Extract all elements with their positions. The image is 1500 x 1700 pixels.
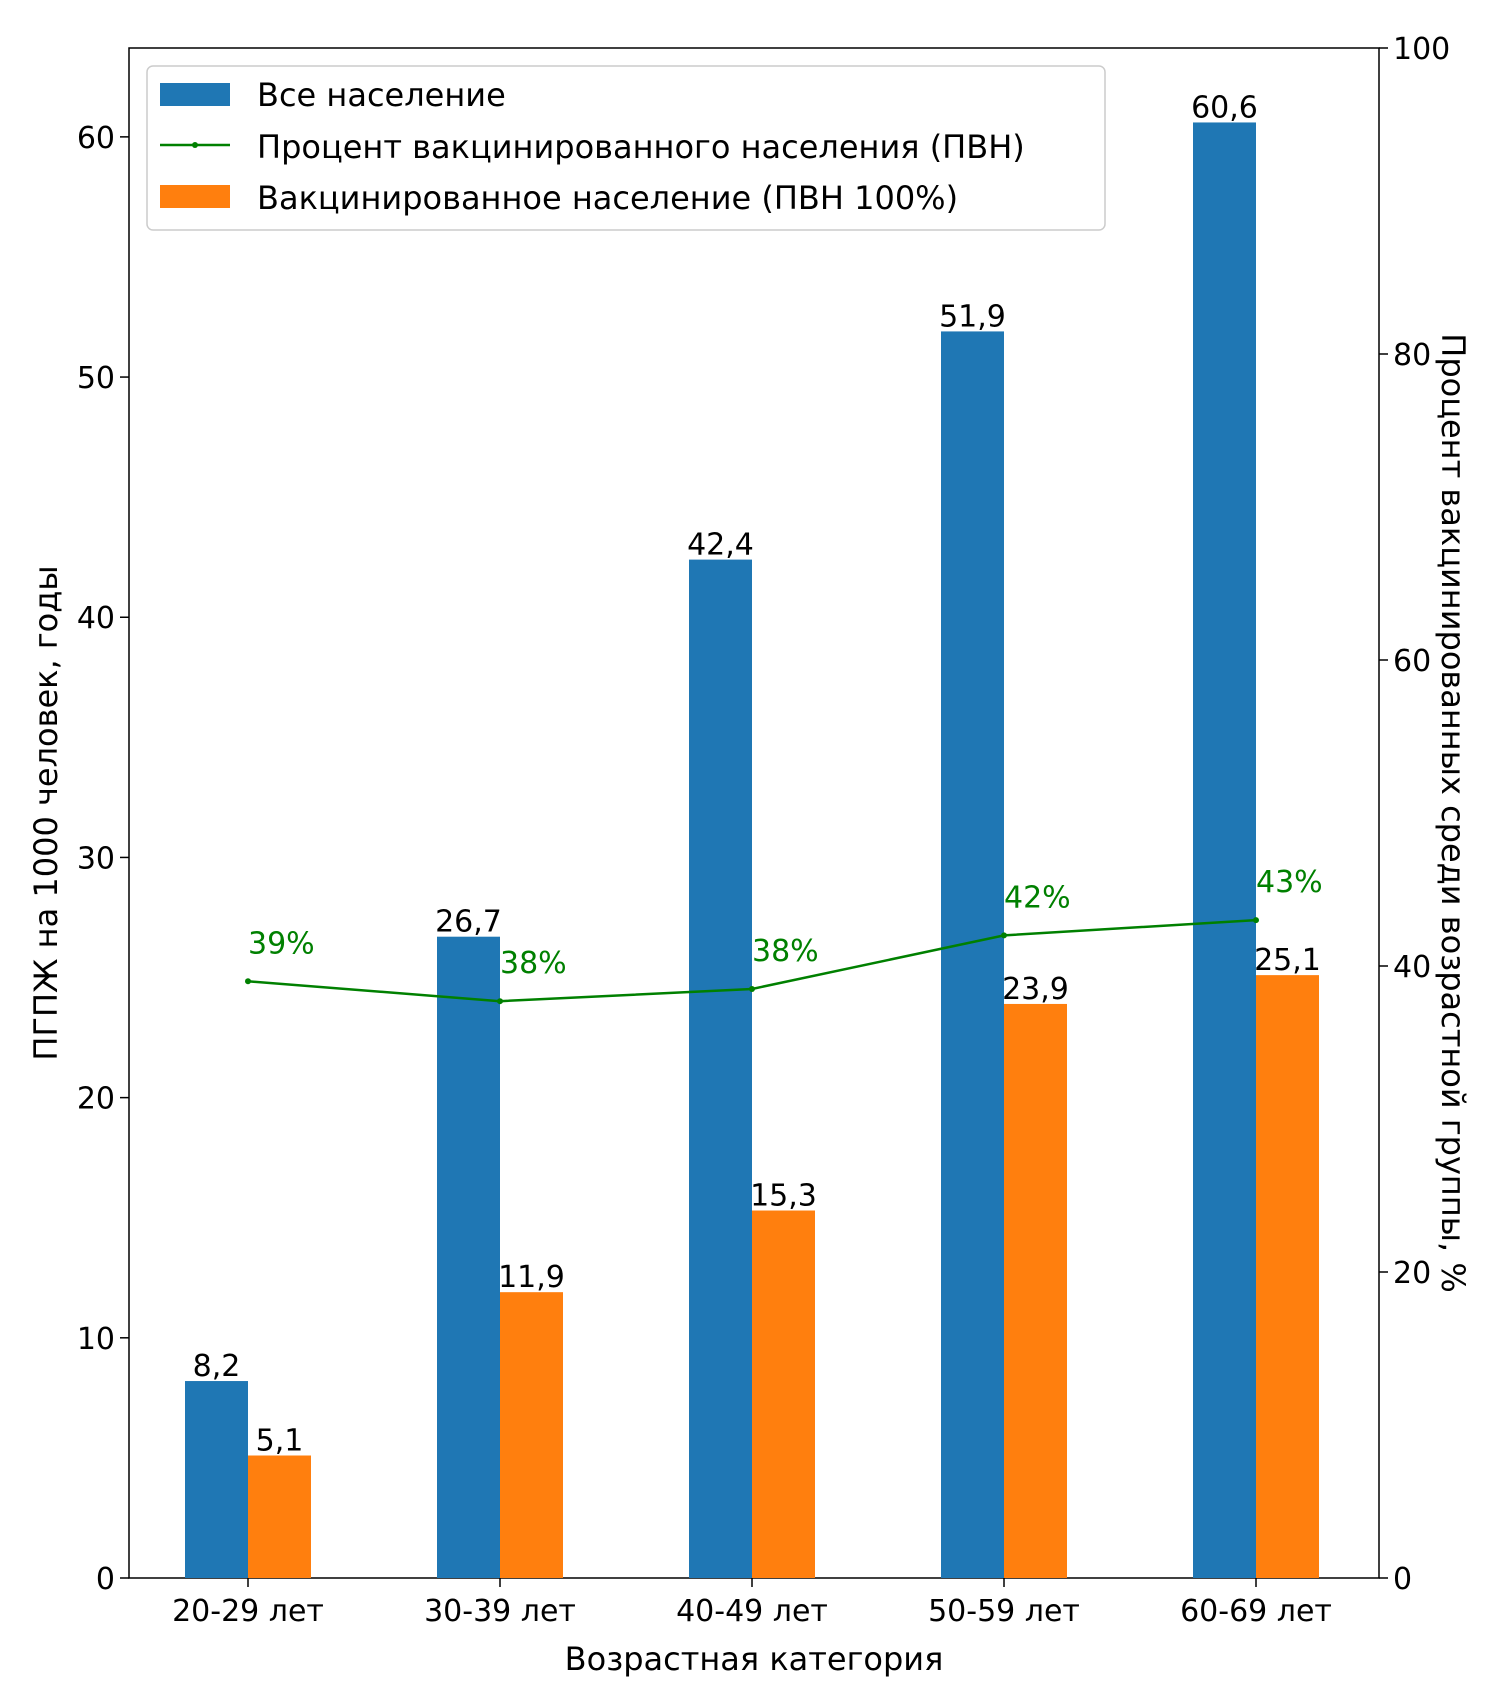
vaccinated-percent-label: 42% — [1004, 880, 1071, 915]
vaccinated-percent-point — [1001, 932, 1007, 939]
right-axis: 0 20 40 60 80 100 — [1379, 32, 1450, 1597]
bar-all-population-label: 51,9 — [939, 299, 1006, 334]
bar-all-population — [941, 331, 1004, 1578]
bar-vaccinated-population — [1256, 975, 1319, 1578]
vaccinated-percent-label: 43% — [1256, 865, 1323, 900]
bar-vaccinated-population — [248, 1455, 311, 1578]
x-tick-label: 60-69 лет — [1180, 1594, 1332, 1629]
vaccinated-percent-point — [497, 998, 503, 1005]
left-axis: 0 10 20 30 40 50 60 — [77, 121, 129, 1597]
legend-label-all-population: Все население — [257, 76, 506, 114]
left-tick-label: 30 — [77, 841, 115, 876]
bars-group — [185, 122, 1319, 1579]
bar-vaccinated-population-label: 15,3 — [750, 1179, 817, 1214]
bar-all-population — [185, 1381, 248, 1578]
vaccinated-percent-label: 39% — [248, 926, 315, 961]
vaccinated-percent-line-group: 39% 38% 38% 42% 43% — [245, 865, 1323, 1005]
right-tick-label: 0 — [1393, 1562, 1412, 1597]
left-tick-label: 10 — [77, 1322, 115, 1357]
legend-swatch-all-population — [160, 83, 230, 106]
bar-vaccinated-population-label: 25,1 — [1254, 943, 1321, 978]
legend: Все население Процент вакцинированного н… — [146, 65, 1106, 231]
bar-vaccinated-population-label: 11,9 — [498, 1260, 565, 1295]
bar-vaccinated-population — [500, 1292, 563, 1578]
left-axis-title: ПГПЖ на 1000 человек, годы — [27, 565, 65, 1060]
left-tick-label: 50 — [77, 361, 115, 396]
bar-vaccinated-population-label: 23,9 — [1002, 972, 1069, 1007]
data-labels-group: 8,2 26,7 42,4 51,9 60,6 5,1 11,9 15,3 23,9 25,1 — [193, 90, 1321, 1458]
x-tick-label: 20-29 лет — [172, 1594, 324, 1629]
bar-all-population — [437, 936, 500, 1578]
bar-all-population-label: 8,2 — [193, 1349, 241, 1384]
vaccinated-percent-label: 38% — [752, 934, 819, 969]
legend-marker-vaccinated-percent — [192, 142, 198, 148]
vaccinated-percent-point — [1253, 917, 1259, 924]
vaccinated-percent-point — [245, 978, 251, 985]
bar-all-population-label: 26,7 — [435, 905, 502, 940]
right-tick-label: 80 — [1393, 338, 1431, 373]
bar-all-population-label: 60,6 — [1191, 90, 1258, 125]
bar-all-population-label: 42,4 — [687, 528, 754, 563]
legend-label-vaccinated-population: Вакцинированное население (ПВН 100%) — [257, 179, 958, 217]
legend-label-vaccinated-percent: Процент вакцинированного населения (ПВН) — [257, 128, 1025, 166]
legend-frame — [146, 65, 1106, 231]
legend-swatch-vaccinated-population — [160, 185, 230, 208]
bar-all-population — [1193, 122, 1256, 1579]
right-tick-label: 40 — [1393, 950, 1431, 985]
bar-vaccinated-population — [1004, 1003, 1067, 1578]
x-tick-label: 40-49 лет — [676, 1594, 828, 1629]
bar-vaccinated-population-label: 5,1 — [256, 1424, 304, 1459]
bar-vaccinated-population — [752, 1210, 815, 1578]
vaccinated-percent-label: 38% — [500, 946, 567, 981]
x-axis-title: Возрастная категория — [565, 1640, 944, 1678]
right-tick-label: 60 — [1393, 644, 1431, 679]
left-tick-label: 40 — [77, 601, 115, 636]
left-tick-label: 20 — [77, 1082, 115, 1117]
left-tick-label: 60 — [77, 121, 115, 156]
right-tick-label: 100 — [1393, 32, 1450, 67]
right-tick-label: 20 — [1393, 1256, 1431, 1291]
x-tick-label: 50-59 лет — [928, 1594, 1080, 1629]
right-axis-title: Процент вакцинированных среди возрастной… — [1434, 333, 1472, 1293]
vaccinated-percent-point — [749, 985, 755, 992]
bar-all-population — [689, 559, 752, 1578]
left-tick-label: 0 — [96, 1562, 115, 1597]
x-axis: 20-29 лет 30-39 лет 40-49 лет 50-59 лет 60-6… — [172, 1578, 1332, 1629]
x-tick-label: 30-39 лет — [424, 1594, 576, 1629]
